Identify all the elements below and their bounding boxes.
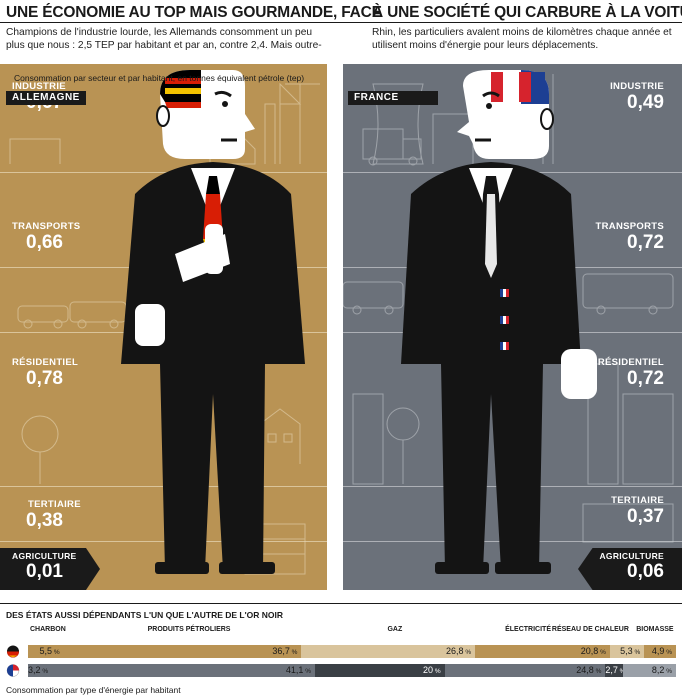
germany-man-figure [121, 70, 305, 574]
france-transports-block: TRANSPORTS 0,72 [596, 221, 664, 254]
germany-label-electricite: 20,8 % [580, 646, 606, 656]
category-label-biomasse: BIOMASSE [636, 626, 674, 633]
germany-tertiaire-block: TERTIAIRE 0,38 [12, 499, 81, 532]
sector-label-agriculture: AGRICULTURE [12, 551, 77, 561]
category-label-produits-petroliers: PRODUITS PÉTROLIERS [147, 626, 231, 633]
france-energy-bar: 3,2 % 41,1 % 20 % 24,8 % 2,7 % 8,2 % [28, 664, 676, 677]
sector-value-transports: 0,72 [627, 232, 664, 253]
category-label-reseau-de-chaleur: RÉSEAU DE CHALEUR [551, 626, 629, 633]
bottom-title: DES ÉTATS AUSSI DÉPENDANTS L'UN QUE L'AU… [6, 610, 283, 620]
france-segment-reseau-de-chaleur [605, 664, 623, 677]
sector-label-agriculture: AGRICULTURE [599, 551, 664, 561]
germany-segment-charbon [28, 645, 64, 658]
sector-value-residentiel: 0,78 [26, 368, 63, 389]
france-man-figure [401, 70, 597, 574]
france-label-biomasse: 8,2 % [651, 665, 672, 675]
france-label-charbon: 3,2 % [28, 665, 49, 675]
germany-segment-produits-petroliers [63, 645, 302, 658]
france-agriculture-arrow [578, 548, 682, 590]
france-residentiel-block: RÉSIDENTIEL 0,72 [598, 357, 664, 390]
sector-label-residentiel: RÉSIDENTIEL [12, 357, 79, 368]
germany-label-reseau-de-chaleur: 5,3 % [620, 646, 641, 656]
france-segment-gaz [315, 664, 445, 677]
sector-value-agriculture: 0,06 [627, 561, 664, 582]
sector-value-residentiel: 0,72 [627, 368, 664, 389]
germany-segment-reseau-de-chaleur [609, 645, 645, 658]
germany-label-charbon: 5,5 % [39, 646, 60, 656]
headline-rule [0, 22, 682, 23]
germany-segment-electricite [475, 645, 610, 658]
france-segment-charbon [28, 664, 49, 677]
france-agriculture-block: AGRICULTURE 0,06 [599, 551, 664, 583]
france-segment-electricite [444, 664, 606, 677]
intro-left: Champions de l'industrie lourde, les All… [6, 27, 322, 51]
sector-value-industrie: 0,49 [627, 92, 664, 113]
consommation-note: Consommation par secteur et par habitant… [14, 73, 305, 83]
france-panel: INDUSTRIE 0,49 TRANSPORTS 0,72 RÉSIDENTI… [343, 64, 682, 590]
sector-label-tertiaire: TERTIAIRE [611, 495, 664, 506]
bottom-rule [0, 603, 682, 604]
germany-energy-bar: 5,5 % 36,7 % 26,8 % 20,8 % 5,3 % 4,9 % [28, 645, 676, 658]
france-buttons [500, 289, 509, 350]
france-tertiaire-block: TERTIAIRE 0,37 [611, 495, 664, 528]
sector-label-residentiel: RÉSIDENTIEL [597, 357, 664, 368]
germany-label-produits-petroliers: 36,7 % [272, 646, 298, 656]
sector-value-tertiaire: 0,37 [627, 506, 664, 527]
france-tag: FRANCE [348, 91, 438, 105]
germany-label-biomasse: 4,9 % [651, 646, 672, 656]
category-label-charbon: CHARBON [30, 626, 66, 633]
france-segment-produits-petroliers [48, 664, 316, 677]
headline-left: UNE ÉCONOMIE AU TOP MAIS GOURMANDE, FACE [6, 4, 382, 21]
france-label-produits-petroliers: 41,1 % [285, 665, 312, 675]
germany-segment-biomasse [644, 645, 676, 658]
france-industrie-block: INDUSTRIE 0,49 [610, 81, 664, 114]
sector-label-tertiaire: TERTIAIRE [28, 499, 81, 510]
sector-label-industrie: INDUSTRIE [610, 81, 664, 92]
germany-panel: INDUSTRIE 0,67 TRANSPORTS 0,66 RÉSIDENTI… [0, 64, 327, 590]
sector-value-agriculture: 0,01 [26, 561, 63, 582]
bottom-note: Consommation par type d'énergie par habi… [6, 685, 181, 695]
germany-agriculture-block: AGRICULTURE 0,01 [12, 551, 77, 583]
france-label-reseau-de-chaleur: 2,7 % [605, 665, 626, 675]
germany-agriculture-arrow [0, 548, 100, 590]
germany-tag: ALLEMAGNE [6, 91, 86, 105]
germany-flag-icon [7, 645, 19, 658]
france-segment-biomasse [622, 664, 676, 677]
france-label-electricite: 24,8 % [576, 665, 602, 675]
germany-label-gaz: 26,8 % [445, 646, 472, 656]
germany-transports-block: TRANSPORTS 0,66 [12, 221, 80, 254]
france-flag-icon [6, 664, 20, 677]
sector-label-transports: TRANSPORTS [12, 221, 81, 232]
intro-right: Rhin, les particuliers avalent moins de … [372, 27, 672, 51]
sector-label-transports: TRANSPORTS [595, 221, 664, 232]
sector-value-tertiaire: 0,38 [26, 510, 63, 531]
headline-right: À UNE SOCIÉTÉ QUI CARBURE À LA VOITURE [372, 4, 682, 21]
category-label-electricite: ÉLECTRICITÉ [505, 626, 551, 633]
sector-label-industrie: INDUSTRIE [12, 81, 66, 92]
france-label-gaz: 20 % [423, 665, 441, 675]
germany-residentiel-block: RÉSIDENTIEL 0,78 [12, 357, 78, 390]
category-label-gaz: GAZ [387, 626, 403, 633]
germany-segment-gaz [301, 645, 476, 658]
sector-value-transports: 0,66 [26, 232, 63, 253]
